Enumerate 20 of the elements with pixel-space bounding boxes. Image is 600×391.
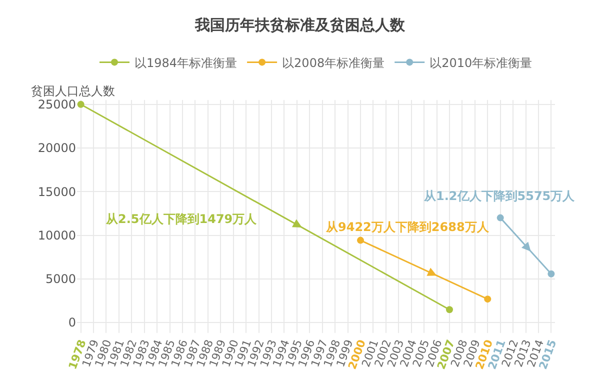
y-tick-label: 25000 [38, 98, 76, 112]
annotation: 从1.2亿人下降到5575万人 [423, 189, 576, 203]
point [484, 296, 492, 303]
annotation: 从2.5亿人下降到1479万人 [105, 212, 258, 226]
y-tick-label: 15000 [38, 184, 76, 199]
legend-label: 以2010年标准衡量 [430, 56, 532, 70]
point [496, 214, 504, 222]
chart-title: 我国历年扶贫标准及贫困总人数 [194, 16, 406, 34]
point [548, 270, 555, 278]
y-axis-title: 贫困人口总人数 [31, 84, 115, 98]
y-tick-label: 20000 [38, 141, 76, 156]
y-tick-label: 10000 [38, 228, 76, 242]
annotation: 从9422万人下降到2688万人 [325, 220, 490, 234]
point [356, 236, 364, 244]
y-tick-label: 5000 [45, 272, 76, 286]
point [446, 306, 453, 314]
legend-label: 以2008年标准衡量 [282, 56, 385, 70]
point [77, 100, 84, 108]
legend-label: 以1984年标准衡量 [134, 56, 238, 70]
y-tick-label: 0 [68, 316, 76, 330]
